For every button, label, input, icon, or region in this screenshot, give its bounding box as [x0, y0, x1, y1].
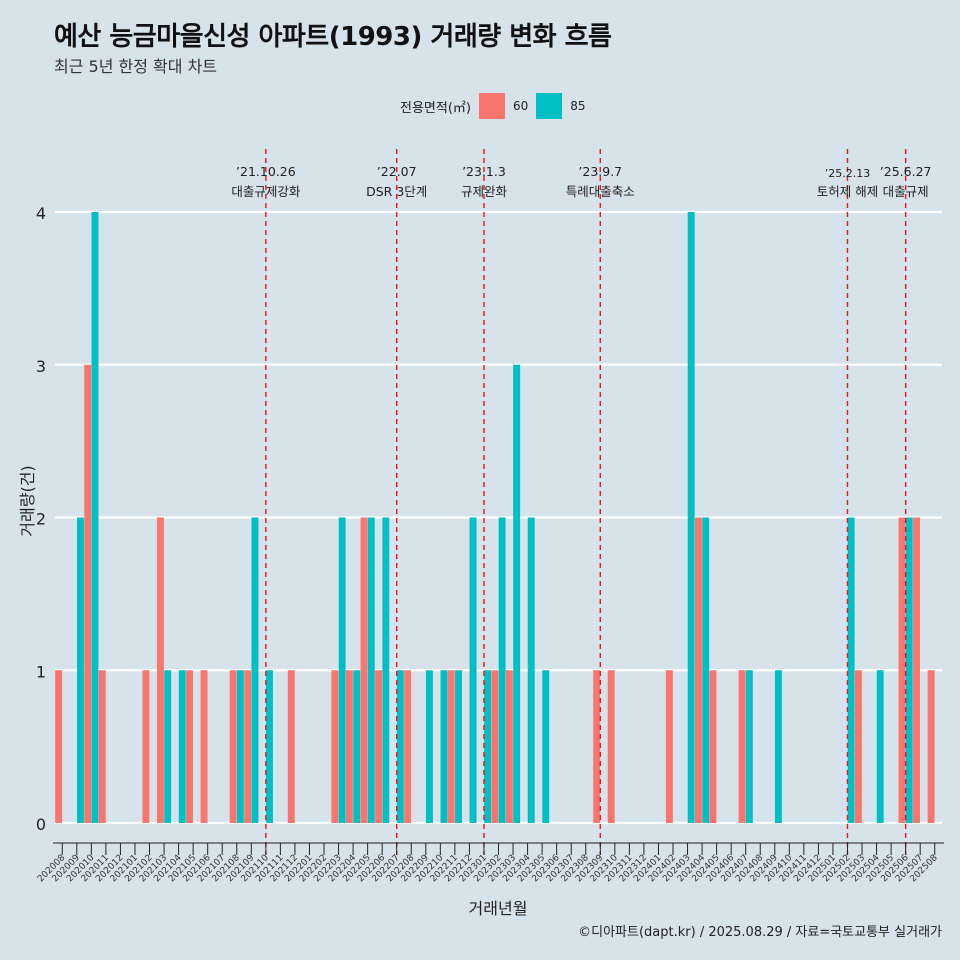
chart-subtitle: 최근 5년 한정 확대 차트: [54, 57, 218, 76]
x-axis: 2020082020092020102020112020122021012021…: [36, 842, 944, 884]
bar-85-202206: [382, 517, 390, 823]
legend-title: 전용면적(㎡): [400, 100, 471, 116]
bar-85-202109: [251, 517, 259, 823]
annotation-date: ’23.9.7: [578, 164, 622, 179]
bar-60-202507: [913, 517, 921, 823]
bar-60-202508: [927, 670, 935, 823]
bar-60-202204: [346, 670, 353, 823]
bar-85-202211: [455, 670, 462, 823]
bar-60-202102: [142, 670, 150, 823]
bar-85-202407: [745, 670, 753, 823]
bar-85-202205: [367, 517, 375, 823]
y-axis-label: 거래량(건): [18, 465, 37, 536]
legend-swatch-60: [478, 93, 505, 119]
bar-85-202506: [905, 517, 913, 823]
bar-85-202303: [513, 364, 521, 823]
bar-60-202011: [98, 670, 106, 823]
bar-60-202108: [229, 670, 237, 823]
bar-85-202404: [702, 517, 710, 823]
bar-85-202009: [76, 517, 84, 823]
annotation-label: 특례대출축소: [566, 184, 635, 199]
bar-85-202212: [469, 517, 477, 823]
bar-85-202305: [542, 670, 550, 823]
bar-85-202210: [440, 670, 448, 823]
legend: 전용면적(㎡) 60 85: [400, 93, 594, 119]
bar-60-202010: [84, 364, 92, 823]
annotation-label: 토허제 해제: [817, 184, 878, 199]
bar-60-202309: [593, 670, 601, 823]
bar-85-202104: [178, 670, 186, 823]
bar-85-202110: [266, 670, 273, 823]
x-axis-label: 거래년월: [469, 899, 528, 918]
bar-60-202503: [854, 670, 862, 823]
bar-60-202303: [505, 670, 513, 823]
bars: [55, 212, 935, 823]
y-tick-label: 4: [36, 204, 46, 223]
bar-60-202008: [55, 670, 63, 823]
y-tick-label: 3: [36, 357, 46, 376]
bar-85-202504: [876, 670, 884, 823]
annotation-label: DSR 3단계: [366, 184, 427, 199]
chart-title: 예산 능금마을신성 아파트(1993) 거래량 변화 흐름: [54, 22, 612, 52]
annotations: ’21.10.26 대출규제강화 ’22.07 DSR 3단계 ’23.1.3 규제완화 ’…: [231, 149, 931, 855]
bar-85-202108: [236, 670, 244, 823]
bar-85-202103: [164, 670, 172, 823]
bar-60-202105: [186, 670, 193, 823]
bar-85-202010: [91, 212, 99, 823]
bar-60-202310: [607, 670, 615, 823]
bar-85-202502: [847, 517, 855, 823]
bar-60-202208: [404, 670, 412, 823]
y-tick-label: 1: [36, 662, 46, 681]
y-tick-label: 0: [36, 815, 46, 834]
annotation-date: ’25.6.27: [880, 164, 932, 179]
bar-60-202402: [665, 670, 673, 823]
bar-85-202203: [338, 517, 346, 823]
bar-60-202302: [491, 670, 499, 823]
bar-60-202404: [694, 517, 702, 823]
bar-60-202106: [200, 670, 208, 823]
bar-85-202403: [687, 212, 695, 823]
legend-label-85: 85: [570, 99, 586, 113]
annotation-label: 규제완화: [461, 184, 508, 199]
annotation-date: ’21.10.26: [236, 164, 296, 179]
bar-85-202301: [484, 670, 492, 823]
bar-60-202211: [447, 670, 455, 823]
bar-85-202207: [396, 670, 404, 823]
y-tick-label: 2: [36, 510, 46, 529]
bar-85-202409: [774, 670, 782, 823]
bar-85-202304: [527, 517, 535, 823]
bar-60-202206: [375, 670, 382, 823]
bar-60-202112: [287, 670, 295, 823]
legend-label-60: 60: [512, 99, 529, 113]
annotation-date: ’22.07: [377, 164, 417, 179]
bar-85-202204: [353, 670, 361, 823]
bar-60-202407: [738, 670, 746, 823]
annotation-date: ’25.2.13: [825, 167, 870, 180]
bar-60-202205: [360, 517, 368, 823]
annotation-label: 대출규제: [883, 184, 929, 199]
source-caption: ©디아파트(dapt.kr) / 2025.08.29 / 자료=국토교통부 실…: [578, 925, 942, 940]
y-axis: 0 1 2 3 4: [36, 204, 46, 834]
annotation-label: 대출규제강화: [231, 184, 301, 199]
bar-85-202302: [498, 517, 506, 823]
bar-85-202209: [425, 670, 433, 823]
bar-60-202506: [898, 517, 906, 823]
bar-60-202203: [331, 670, 339, 823]
annotation-date: ’23.1.3: [462, 164, 506, 179]
bar-60-202405: [709, 670, 717, 823]
bar-60-202103: [156, 517, 164, 823]
legend-swatch-85: [536, 93, 563, 119]
bar-60-202109: [244, 670, 252, 823]
